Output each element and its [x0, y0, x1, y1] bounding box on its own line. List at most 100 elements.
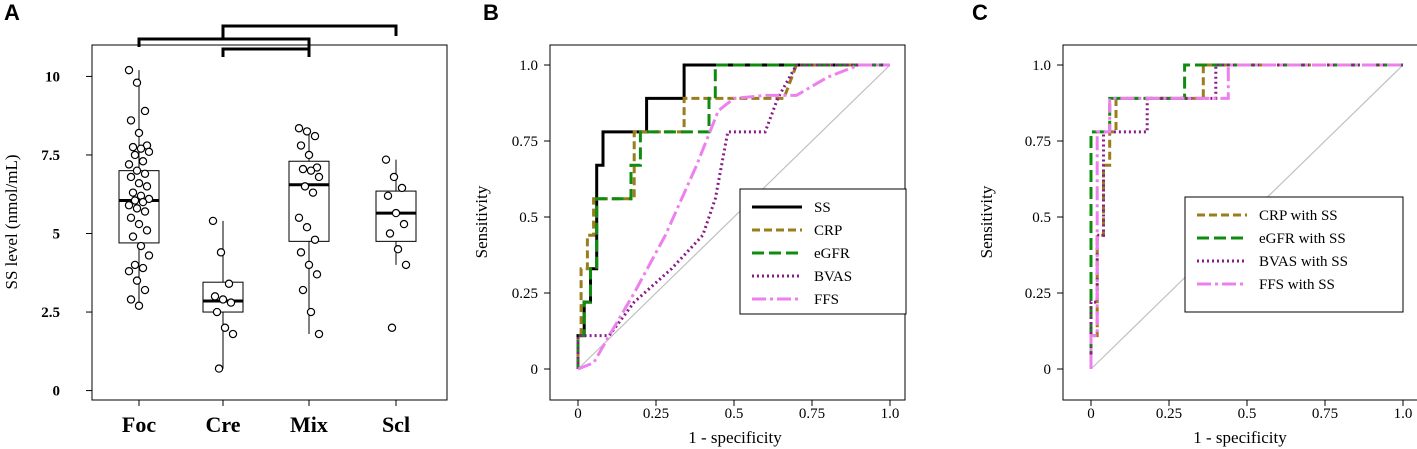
ytick-label: 1.0 — [1032, 58, 1051, 74]
legend-label: eGFR with SS — [1259, 231, 1346, 247]
data-point — [138, 197, 148, 207]
data-point — [294, 124, 304, 133]
data-point — [128, 142, 138, 152]
legend-label: FFS — [814, 292, 839, 308]
data-point — [140, 169, 150, 179]
data-point — [218, 295, 228, 304]
data-point — [140, 106, 150, 116]
panel-c-xlabel: 1 - specificity — [1193, 428, 1287, 447]
data-point — [128, 232, 138, 241]
xtick-label: 0 — [574, 406, 582, 422]
data-point — [134, 179, 144, 188]
data-point — [314, 172, 324, 182]
ytick-label: 0.75 — [1025, 134, 1051, 150]
data-point — [144, 251, 154, 260]
xtick-label: 0.25 — [643, 406, 669, 422]
category-label: Cre — [205, 412, 240, 437]
panel-b-legend: SS CRP eGFR BVAS FFS — [739, 188, 907, 315]
ytick-label: 0.25 — [512, 286, 538, 302]
category-label: Scl — [382, 412, 410, 437]
data-point — [208, 216, 218, 226]
data-point — [130, 150, 140, 160]
data-point — [300, 182, 310, 191]
legend-label: FFS with SS — [1259, 277, 1335, 293]
bracket-cre-scl — [221, 24, 398, 39]
data-point — [216, 248, 226, 257]
data-point — [142, 226, 152, 235]
data-point — [138, 263, 148, 273]
data-point — [138, 157, 148, 166]
ytick-label: 10 — [45, 69, 60, 85]
panel-b-axes: 0 0 0.25 0.25 0.5 0.5 0.75 0.75 1.0 1.0 — [512, 58, 900, 422]
data-point — [126, 116, 136, 125]
roc-line-ffs — [1089, 63, 1403, 369]
roc-line-crp — [576, 63, 890, 369]
data-point — [132, 204, 142, 213]
ytick-label: 7.5 — [41, 148, 60, 164]
panel-a: A SS level (nmol/mL) 0 2.5 5 7.5 10 Foc Cre Mi… — [2, 0, 448, 437]
data-point — [298, 285, 308, 295]
legend-label: BVAS with SS — [1259, 254, 1348, 270]
data-point — [308, 188, 318, 197]
data-point — [124, 201, 134, 210]
xtick-label: 0.75 — [799, 406, 825, 422]
data-point — [132, 78, 142, 87]
ytick-label: 0.5 — [519, 210, 538, 226]
legend-label: CRP — [814, 223, 842, 239]
data-point — [302, 223, 312, 232]
data-point — [389, 172, 399, 182]
data-point — [210, 292, 220, 301]
panel-c-legend: CRP with SS eGFR with SS BVAS with SS FFS w… — [1184, 196, 1404, 313]
data-point — [124, 160, 134, 169]
data-point — [302, 127, 312, 136]
panel-b: B Sensitivity 1 - specificity 0 0 0.25 0.25… — [472, 0, 907, 447]
panel-b-series — [576, 63, 891, 371]
data-point — [224, 279, 234, 288]
xtick-label: 0.75 — [1312, 406, 1338, 422]
data-point — [399, 219, 409, 229]
data-point — [387, 323, 397, 332]
ytick-label: 0.25 — [1025, 286, 1051, 302]
data-point — [130, 260, 140, 270]
data-point — [140, 285, 150, 295]
panel-c-axes: 0 0 0.25 0.25 0.5 0.5 0.75 0.75 1.0 1.0 — [1025, 58, 1413, 422]
data-point — [393, 245, 403, 254]
data-point — [310, 131, 320, 141]
data-point — [397, 183, 407, 193]
panel-c-frame — [1062, 44, 1417, 401]
xtick-label: 0.5 — [1238, 406, 1257, 422]
data-point — [136, 241, 146, 251]
xtick-label: 0.25 — [1156, 406, 1182, 422]
legend-label: eGFR — [814, 246, 850, 262]
data-point — [128, 188, 138, 197]
data-point — [132, 276, 142, 285]
data-point — [132, 166, 142, 175]
panel-b-xlabel: 1 - specificity — [688, 428, 782, 447]
roc-line-crp — [1089, 63, 1403, 369]
roc-line-egfr — [576, 63, 890, 369]
data-point — [134, 219, 144, 229]
category-label: Mix — [290, 412, 328, 437]
data-point — [383, 191, 393, 200]
bracket-cre-mix — [221, 47, 309, 57]
legend-box — [739, 188, 907, 315]
data-point — [304, 260, 314, 270]
legend-label: SS — [814, 200, 831, 216]
data-point — [304, 150, 314, 160]
ytick-label: 1.0 — [519, 58, 538, 74]
panel-c: C Sensitivity 1 - specificity 0 0 0.25 0.25… — [972, 0, 1417, 447]
data-point — [226, 298, 236, 307]
ytick-label: 2.5 — [41, 305, 60, 321]
data-point — [144, 147, 154, 157]
panel-a-letter: A — [4, 0, 20, 25]
data-point — [130, 196, 140, 205]
data-point — [296, 141, 306, 150]
reference-diagonal — [577, 64, 891, 370]
legend-label: BVAS — [814, 269, 852, 285]
data-point — [136, 144, 146, 153]
data-point — [142, 182, 152, 191]
ytick-label: 0 — [53, 384, 61, 400]
roc-line-egfr — [1089, 63, 1403, 369]
panel-a-significance-brackets — [137, 24, 398, 57]
